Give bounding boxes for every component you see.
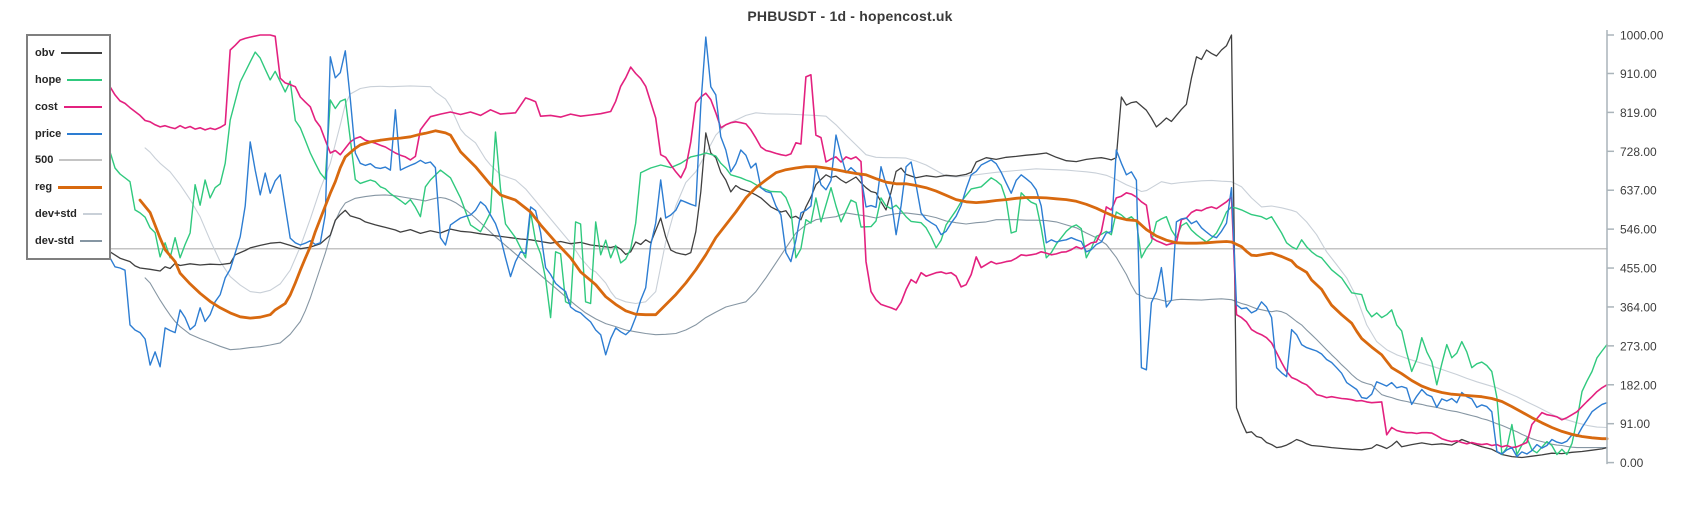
legend-item-dev-std: dev-std xyxy=(35,235,102,247)
legend-line-swatch xyxy=(60,52,102,55)
legend-label: dev-std xyxy=(35,234,75,247)
y-axis: 1000.00 910.00 819.00 728.00 637.00 546.00 455… xyxy=(1606,29,1664,470)
series-hope xyxy=(109,51,1608,456)
legend-label: hope xyxy=(35,74,62,87)
legend-item-obv: obv xyxy=(35,47,102,59)
y-axis-tick-label: 364.00 xyxy=(1620,300,1657,314)
legend-item-500: 500 xyxy=(35,154,102,166)
legend-item-dev+std: dev+std xyxy=(35,208,102,220)
y-axis-tick-label: 182.00 xyxy=(1620,378,1657,392)
y-axis-tick-label: 910.00 xyxy=(1620,67,1657,81)
series-cost xyxy=(109,34,1608,449)
legend-line-swatch xyxy=(63,105,102,108)
y-axis-tick-label: 91.00 xyxy=(1620,417,1650,431)
legend-item-cost: cost xyxy=(35,101,102,113)
series-price xyxy=(109,36,1608,458)
legend-line-swatch xyxy=(80,239,102,242)
legend-label: reg xyxy=(35,181,53,194)
y-axis-tick-label: 728.00 xyxy=(1620,145,1657,159)
legend-line-swatch xyxy=(67,79,102,82)
series-obv xyxy=(109,34,1608,459)
legend-line-swatch xyxy=(67,132,102,135)
chart-legend: obv hope cost price 500 reg dev+std dev-std xyxy=(26,34,111,260)
legend-item-price: price xyxy=(35,128,102,140)
legend-item-hope: hope xyxy=(35,74,102,86)
chart-title: PHBUSDT - 1d - hopencost.uk xyxy=(747,8,953,24)
legend-label: price xyxy=(35,127,62,140)
legend-label: 500 xyxy=(35,154,54,167)
legend-label: cost xyxy=(35,100,58,113)
legend-line-swatch xyxy=(82,212,102,215)
legend-label: obv xyxy=(35,47,55,60)
series-reg xyxy=(138,129,1609,441)
y-axis-tick-label: 637.00 xyxy=(1620,184,1657,198)
series-dev-std xyxy=(144,194,1608,449)
legend-item-reg: reg xyxy=(35,181,102,193)
y-axis-tick-label: 273.00 xyxy=(1620,339,1657,353)
y-axis-tick-label: 0.00 xyxy=(1620,456,1644,470)
y-axis-tick-label: 546.00 xyxy=(1620,223,1657,237)
y-axis-tick-label: 1000.00 xyxy=(1620,29,1664,43)
y-axis-tick-label: 455.00 xyxy=(1620,262,1657,276)
y-axis-tick-label: 819.00 xyxy=(1620,106,1657,120)
legend-line-swatch xyxy=(58,185,102,189)
legend-label: dev+std xyxy=(35,207,77,220)
series-dev+std xyxy=(144,85,1608,429)
legend-line-swatch xyxy=(59,159,102,162)
